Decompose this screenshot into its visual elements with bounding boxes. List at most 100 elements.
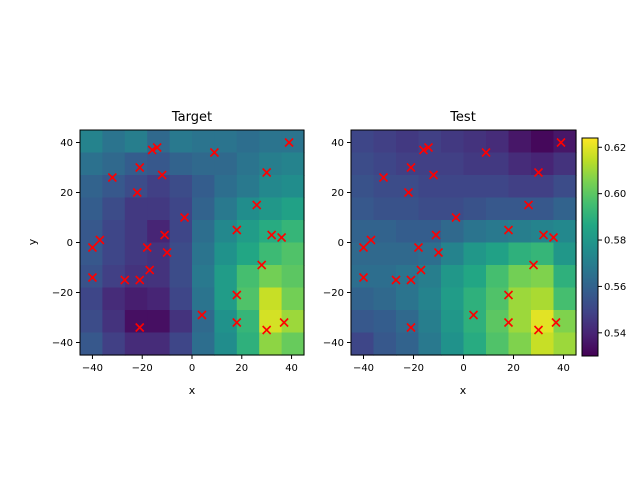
x-marker-stroke (279, 317, 289, 328)
heatmap-cell (192, 242, 215, 266)
x-marker-stroke (358, 272, 369, 283)
heatmap-cell (373, 197, 397, 221)
heatmap-cell (418, 265, 442, 289)
x-marker-stroke (406, 162, 416, 173)
x-marker-stroke (157, 170, 167, 180)
x-marker (135, 275, 145, 285)
heatmap-cell (214, 197, 238, 221)
x-marker (120, 275, 130, 285)
x-marker-stroke (162, 247, 172, 258)
x-marker (551, 317, 561, 328)
x-tick-label: −20 (403, 363, 424, 374)
x-marker-stroke (147, 145, 157, 155)
x-marker-stroke (533, 167, 544, 178)
heatmap-cell (169, 310, 193, 334)
x-marker-stroke (132, 187, 142, 198)
x-marker-stroke (366, 235, 376, 245)
heatmap-cell (259, 197, 283, 221)
target-title: Target (171, 110, 212, 125)
x-marker-stroke (135, 162, 145, 173)
target-panel: Target −40 −20 0 20 40 −40 −20 0 20 40 x y (26, 110, 305, 397)
heatmap-cell (214, 175, 238, 199)
x-marker (523, 200, 534, 210)
heatmap-cell (463, 242, 487, 266)
heatmap-cell (531, 332, 555, 356)
test-markers (358, 137, 566, 335)
heatmap-cell (441, 242, 465, 266)
x-marker (135, 322, 145, 333)
test-panel: Test −40 −20 0 20 40 −40 −20 0 20 40 x (323, 110, 577, 397)
heatmap-cell (373, 242, 397, 266)
heatmap-cell (192, 220, 215, 244)
heatmap-cell (463, 265, 487, 289)
heatmap-cell (531, 310, 555, 334)
x-marker-stroke (503, 290, 514, 300)
heatmap-cell (102, 197, 126, 221)
x-marker-stroke (267, 230, 277, 240)
x-marker-stroke (391, 275, 401, 285)
x-marker-stroke (538, 230, 549, 240)
x-tick-label: 20 (235, 363, 248, 374)
heatmap-cell (508, 152, 532, 176)
test-x-axis-label: x (460, 384, 467, 397)
heatmap-cell (147, 310, 171, 334)
x-marker-stroke (533, 325, 544, 335)
x-marker-stroke (160, 230, 170, 240)
heatmap-cell (281, 265, 305, 289)
x-marker-stroke (232, 290, 242, 300)
heatmap-cell (351, 332, 375, 356)
heatmap-cell (463, 197, 487, 221)
heatmap-cell (169, 152, 193, 176)
heatmap-cell (147, 152, 171, 176)
heatmap-cell (418, 287, 442, 311)
heatmap-cell (441, 265, 465, 289)
heatmap-cell (508, 175, 532, 199)
heatmap-cell (236, 220, 260, 244)
heatmap-cell (147, 130, 171, 154)
x-marker-stroke (551, 317, 561, 328)
x-marker (284, 137, 294, 148)
x-marker-stroke (431, 230, 441, 240)
heatmap-cell (486, 265, 510, 289)
heatmap-cell (486, 152, 510, 176)
heatmap-cell (236, 152, 260, 176)
heatmap-cell (396, 220, 420, 244)
y-tick-label: 40 (60, 138, 73, 149)
x-marker-stroke (232, 225, 242, 235)
heatmap-cell (236, 287, 260, 311)
heatmap-cell (553, 220, 577, 244)
x-marker (556, 137, 566, 148)
heatmap-cell (259, 220, 283, 244)
heatmap-cell (553, 242, 577, 266)
test-title: Test (449, 110, 476, 125)
heatmap-cell (531, 130, 555, 154)
x-marker (162, 247, 172, 258)
heatmap-cell (80, 242, 103, 266)
x-marker (262, 167, 272, 178)
x-marker (142, 242, 152, 253)
heatmap-cell (418, 197, 442, 221)
x-tick-label: 40 (285, 363, 298, 374)
heatmap-cell (259, 130, 283, 154)
heatmap-cell (281, 152, 305, 176)
heatmap-cell (508, 130, 532, 154)
heatmap-cell (147, 265, 171, 289)
x-marker (533, 325, 544, 335)
heatmap-cell (236, 130, 260, 154)
x-marker (257, 260, 267, 270)
heatmap-cell (102, 130, 126, 154)
heatmap-cell (553, 310, 577, 334)
heatmap-cell (441, 332, 465, 356)
heatmap-cell (236, 265, 260, 289)
heatmap-cell (259, 265, 283, 289)
heatmap-cell (463, 332, 487, 356)
heatmap-cell (236, 175, 260, 199)
x-marker (95, 235, 105, 245)
x-marker-stroke (406, 322, 416, 333)
heatmap-cell (192, 175, 215, 199)
x-marker (406, 162, 416, 173)
x-marker-stroke (135, 322, 145, 333)
heatmap-cell (80, 287, 103, 311)
heatmap-cell (396, 287, 420, 311)
colorbar-gradient (582, 138, 598, 356)
